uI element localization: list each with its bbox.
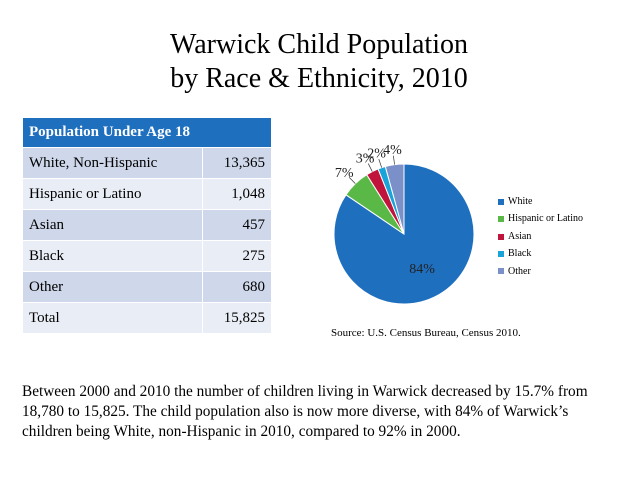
chart-legend: White Hispanic or Latino Asian Black Other: [498, 193, 583, 280]
row-value: 15,825: [201, 302, 273, 334]
legend-swatch-black: [498, 250, 504, 257]
title-line-2: by Race & Ethnicity, 2010: [170, 63, 468, 94]
row-label: Hispanic or Latino: [22, 178, 203, 210]
legend-swatch-hispanic: [498, 216, 504, 223]
title-line-1: Warwick Child Population: [170, 29, 468, 60]
legend-label-white: White: [508, 196, 533, 207]
table-row-total: Total 15,825: [22, 302, 273, 334]
source-note: Source: U.S. Census Bureau, Census 2010.: [331, 327, 521, 339]
leader-line-other: [393, 155, 395, 165]
row-label: Other: [22, 271, 203, 303]
population-table: Population Under Age 18 White, Non-Hispa…: [22, 117, 273, 334]
row-label: White, Non-Hispanic: [22, 147, 203, 179]
table-header-row: Population Under Age 18: [22, 117, 272, 148]
table-row: Hispanic or Latino 1,048: [22, 178, 273, 210]
pie-chart: 84% 7%3%2%4%: [333, 143, 475, 305]
row-label: Black: [22, 240, 203, 272]
legend-swatch-white: [498, 198, 504, 205]
legend-item-hispanic: Hispanic or Latino: [498, 210, 583, 227]
row-value: 1,048: [201, 178, 273, 210]
legend-swatch-other: [498, 268, 504, 275]
row-value: 275: [201, 240, 273, 272]
legend-label-hispanic: Hispanic or Latino: [508, 213, 583, 225]
legend-label-black: Black: [508, 248, 532, 260]
row-label: Total: [22, 302, 203, 334]
data-label-other: 4%: [383, 143, 402, 158]
row-value: 680: [201, 271, 273, 303]
legend-item-other: Other: [498, 263, 583, 280]
data-label-hispanic: 7%: [335, 166, 354, 181]
chart-title: Warwick Child Population by Race & Ethni…: [0, 28, 638, 96]
table-row: Asian 457: [22, 209, 273, 241]
data-label-asian: 3%: [356, 151, 375, 166]
legend-item-black: Black: [498, 245, 583, 262]
table-row: Black 275: [22, 240, 273, 272]
data-label-black: 2%: [367, 146, 386, 161]
legend-label-other: Other: [508, 265, 531, 277]
row-value: 457: [201, 209, 273, 241]
summary-paragraph: Between 2000 and 2010 the number of chil…: [22, 383, 588, 440]
table-row: White, Non-Hispanic 13,365: [22, 147, 273, 179]
table-row: Other 680: [22, 271, 273, 303]
row-value: 13,365: [201, 147, 273, 179]
legend-item-white: White: [498, 193, 583, 210]
data-label-white: 84%: [409, 262, 435, 277]
legend-swatch-asian: [498, 233, 504, 240]
row-label: Asian: [22, 209, 203, 241]
leader-line-hispanic: [348, 176, 356, 184]
leader-line-asian: [367, 163, 373, 172]
leader-line-black: [378, 159, 383, 168]
legend-label-asian: Asian: [508, 230, 532, 242]
legend-item-asian: Asian: [498, 228, 583, 245]
table-header: Population Under Age 18: [22, 117, 272, 148]
